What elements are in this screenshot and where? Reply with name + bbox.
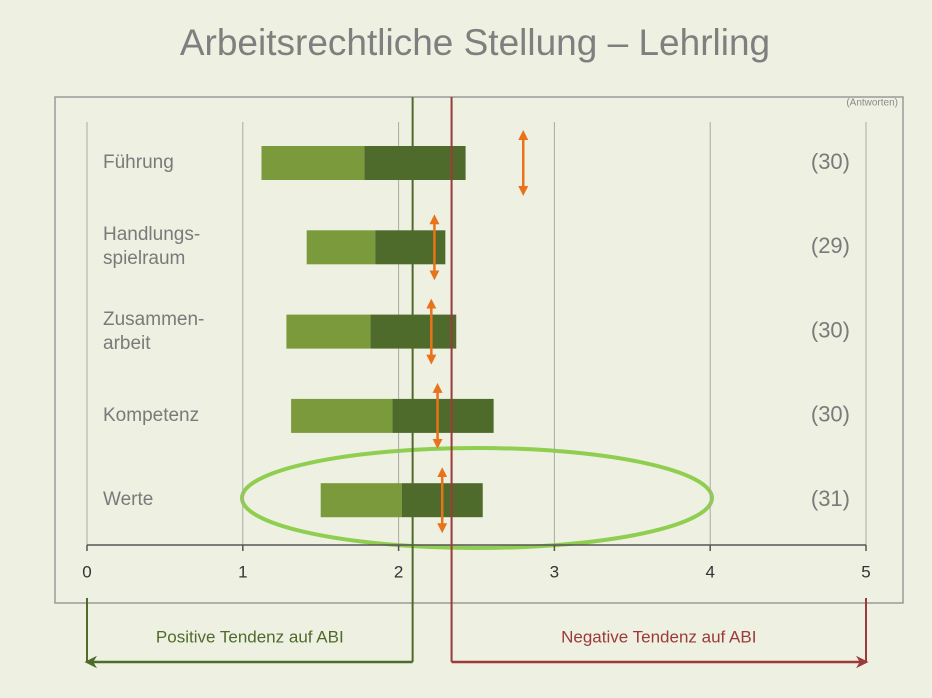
bar-upper bbox=[392, 398, 494, 433]
highlight-ellipse bbox=[240, 446, 714, 550]
tendency-label: Positive Tendenz auf ABI bbox=[156, 627, 344, 646]
tendency-label: Negative Tendenz auf ABI bbox=[561, 627, 756, 646]
count-label: (29) bbox=[811, 233, 850, 258]
bar-upper bbox=[364, 146, 466, 180]
x-tick-label: 2 bbox=[394, 562, 403, 581]
plot-frame bbox=[54, 96, 904, 604]
count-label: (30) bbox=[811, 149, 850, 174]
x-tick-label: 0 bbox=[82, 562, 91, 581]
category-label: Handlungs- spielraum bbox=[103, 224, 201, 270]
bar-lower bbox=[286, 314, 371, 349]
x-tick-label: 4 bbox=[705, 562, 714, 581]
bar-lower bbox=[291, 398, 393, 433]
count-label: (30) bbox=[811, 317, 850, 342]
note: (Antworten) bbox=[846, 98, 898, 109]
x-tick-label: 5 bbox=[861, 562, 870, 581]
bar-lower bbox=[320, 483, 402, 518]
count-label: (31) bbox=[811, 486, 850, 511]
x-tick-label: 3 bbox=[550, 562, 559, 581]
category-label: Kompetenz bbox=[103, 404, 200, 426]
count-label: (30) bbox=[811, 402, 850, 427]
category-label: Führung bbox=[103, 152, 174, 173]
x-tick-label: 1 bbox=[238, 562, 247, 581]
category-label: Zusammen- arbeit bbox=[103, 308, 205, 354]
bar-lower bbox=[261, 146, 365, 180]
chart-title: Arbeitsrechtliche Stellung – Lehrling bbox=[180, 22, 770, 63]
bar-lower bbox=[306, 230, 376, 265]
category-label: Werte bbox=[103, 489, 154, 511]
